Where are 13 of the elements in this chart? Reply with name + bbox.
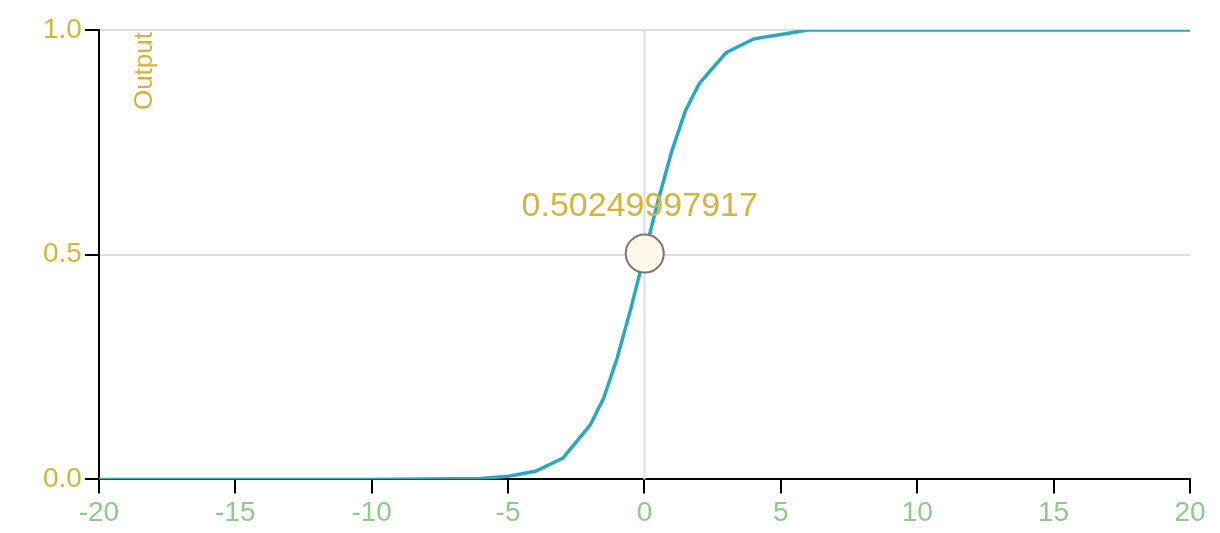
y-tick-label: 0.5 (42, 237, 82, 269)
x-tick-label: 0 (636, 495, 653, 527)
x-tick-label: 5 (773, 495, 789, 527)
x-tick-label: -10 (351, 495, 392, 527)
x-tick-label: -20 (78, 495, 120, 527)
y-tick-label: 1.0 (42, 12, 82, 44)
x-tick-label: -5 (495, 495, 521, 527)
y-axis-title: Output (128, 31, 159, 111)
x-tick-label: 10 (901, 495, 933, 527)
x-tick-label: 20 (1174, 495, 1206, 527)
y-tick-label: 0.0 (42, 462, 82, 494)
x-tick-label: 15 (1038, 495, 1070, 527)
x-tick-label: -15 (215, 495, 256, 527)
